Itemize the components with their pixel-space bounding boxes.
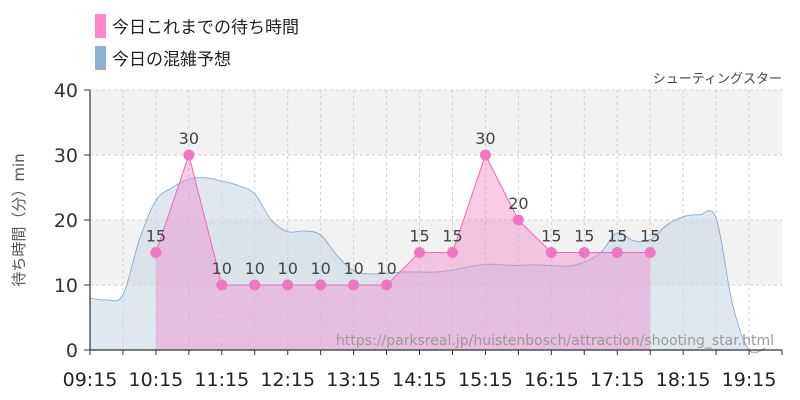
- data-label: 15: [541, 227, 561, 246]
- x-tick-label: 09:15: [63, 369, 118, 391]
- actual-point: [578, 247, 590, 258]
- y-tick-label: 20: [54, 210, 78, 232]
- data-label: 10: [343, 259, 363, 278]
- actual-line: [155, 153, 651, 286]
- actual-point: [315, 279, 327, 291]
- legend-label-forecast: 今日の混雑予想: [112, 50, 231, 70]
- actual-point: [282, 279, 294, 291]
- data-label: 10: [376, 259, 396, 278]
- forecast-fill: [90, 177, 766, 353]
- y-tick-label: 30: [54, 145, 78, 167]
- actual-points: [150, 149, 656, 291]
- axes: [84, 89, 783, 355]
- actual-area: [155, 153, 651, 350]
- x-tick-label: 19:15: [722, 369, 777, 391]
- x-tick-label: 14:15: [392, 369, 447, 391]
- data-label: 10: [310, 259, 330, 278]
- data-label: 10: [245, 259, 265, 278]
- actual-fill: [155, 155, 651, 350]
- data-label: 15: [409, 227, 429, 246]
- y-axis-label: 待ち時間（分）min: [10, 153, 28, 286]
- data-label: 10: [212, 259, 232, 278]
- x-tick-label: 15:15: [458, 369, 513, 391]
- plot-band: [90, 90, 782, 155]
- actual-point: [479, 149, 491, 161]
- actual-point: [381, 279, 393, 291]
- x-tick-label: 17:15: [590, 369, 645, 391]
- actual-point: [644, 247, 656, 258]
- data-label: 15: [640, 227, 660, 246]
- actual-point: [183, 149, 195, 161]
- legend: 今日これまでの待ち時間 今日の混雑予想: [95, 14, 299, 70]
- actual-point: [611, 247, 623, 258]
- x-tick-labels: 09:15 10:15 11:15 12:15 13:15 14:15 15:15 16:15…: [63, 369, 777, 391]
- legend-swatch-actual: [95, 14, 106, 38]
- data-label: 15: [574, 227, 594, 246]
- data-label: 15: [607, 227, 627, 246]
- actual-point: [545, 247, 557, 258]
- actual-point: [249, 279, 261, 291]
- source-watermark: https://parksreal.jp/huistenbosch/attrac…: [336, 333, 774, 349]
- y-tick-label: 0: [66, 340, 78, 362]
- data-label: 15: [442, 227, 462, 246]
- x-tick-label: 13:15: [326, 369, 381, 391]
- legend-label-actual: 今日これまでの待ち時間: [112, 18, 299, 38]
- x-tick-label: 11:15: [194, 369, 249, 391]
- actual-point: [216, 279, 228, 291]
- attraction-name: シューティングスター: [653, 72, 782, 87]
- data-label: 10: [278, 259, 298, 278]
- x-tick-label: 10:15: [129, 369, 184, 391]
- actual-point: [348, 279, 360, 291]
- forecast-area: [89, 177, 766, 354]
- y-tick-labels: 0 10 20 30 40: [54, 80, 78, 362]
- x-tick-label: 12:15: [260, 369, 315, 391]
- actual-point: [414, 247, 426, 258]
- actual-point: [150, 247, 162, 258]
- actual-point: [512, 214, 524, 226]
- data-label: 30: [475, 129, 495, 148]
- forecast-line: [89, 177, 766, 354]
- data-labels: 15 30 10 10 10 10 10 10 15 15 30 20 15 15 15 15: [146, 129, 661, 278]
- data-label: 15: [146, 227, 166, 246]
- legend-swatch-forecast: [95, 46, 106, 70]
- x-tick-label: 16:15: [524, 369, 579, 391]
- data-label: 20: [508, 194, 528, 213]
- y-tick-label: 10: [54, 275, 78, 297]
- actual-point: [446, 247, 458, 258]
- data-label: 30: [179, 129, 199, 148]
- x-tick-label: 18:15: [656, 369, 711, 391]
- y-tick-label: 40: [54, 80, 78, 102]
